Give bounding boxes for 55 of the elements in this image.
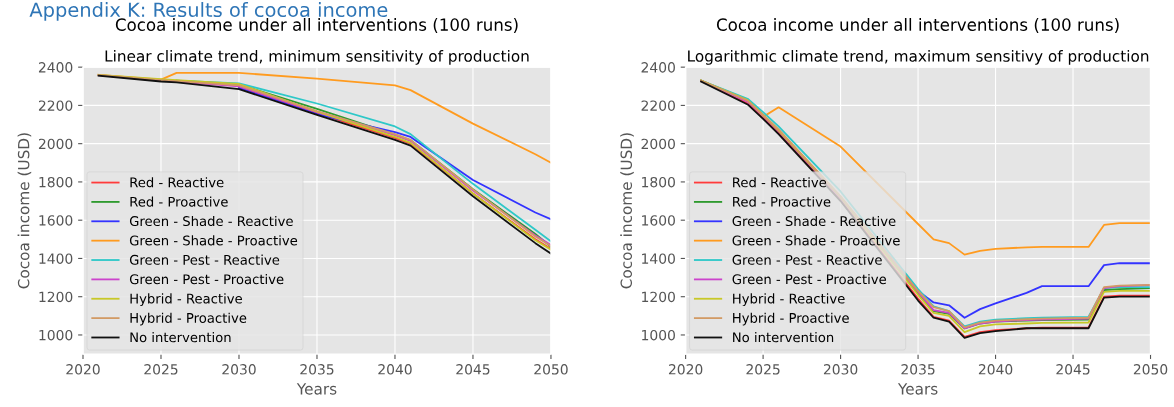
x-tick-label: 2030	[222, 364, 256, 375]
y-tick-label: 1000	[642, 329, 675, 341]
legend-label: Red - Proactive	[733, 196, 831, 207]
y-tick-label: 2200	[38, 100, 73, 111]
chart-subtitle: Linear climate trend, minimum sensitivity of production	[105, 49, 529, 65]
y-tick-label: 2000	[641, 138, 675, 150]
legend-label: Green - Shade - Proactive	[732, 235, 900, 246]
legend-label: Green - Shade - Reactive	[732, 215, 896, 227]
x-tick-label: 2045	[456, 364, 490, 375]
y-tick-label: 1800	[39, 176, 73, 188]
y-tick-label: 2400	[641, 62, 675, 73]
x-tick-label: 2020	[668, 364, 703, 375]
x-tick-label: 2045	[1056, 364, 1090, 375]
legend-label: Green - Pest - Proactive	[732, 273, 887, 285]
legend-label: Hybrid - Reactive	[733, 293, 845, 307]
legend-label: Green - Pest - Reactive	[129, 254, 280, 265]
y-tick-label: 1800	[642, 176, 675, 188]
y-tick-label: 1200	[642, 291, 675, 303]
legend-label: No intervention	[130, 332, 231, 343]
legend-label: Hybrid - Reactive	[130, 293, 242, 307]
x-tick-label: 2035	[901, 364, 935, 375]
legend-label: Hybrid - Proactive	[130, 312, 247, 326]
x-tick-label: 2050	[1133, 364, 1168, 375]
x-tick-label: 2035	[300, 364, 334, 375]
y-tick-label: 1600	[39, 215, 73, 226]
x-tick-label: 2030	[823, 364, 858, 375]
x-tick-label: 2025	[746, 364, 780, 375]
legend-label: Green - Pest - Proactive	[129, 273, 284, 285]
x-tick-label: 2050	[534, 364, 568, 375]
x-axis-title: Years	[897, 383, 938, 395]
legend-label: Hybrid - Proactive	[733, 312, 849, 326]
y-axis-title: Cocoa income (USD)	[620, 133, 634, 289]
chart-title: Cocoa income under all interventions (100 runs)	[716, 18, 1119, 33]
y-tick-label: 2200	[641, 100, 675, 111]
legend-label: Green - Shade - Proactive	[129, 235, 298, 246]
legend-label: Green - Shade - Reactive	[129, 215, 293, 227]
y-tick-label: 1400	[39, 253, 73, 264]
x-tick-label: 2025	[144, 364, 178, 375]
chart-subtitle: Logarithmic climate trend, maximum sensitivy of production	[688, 49, 1149, 65]
y-tick-label: 1600	[642, 215, 675, 226]
y-tick-label: 2000	[38, 138, 73, 150]
x-tick-label: 2040	[378, 364, 412, 375]
legend-label: Red - Reactive	[733, 177, 827, 188]
legend-label: Green - Pest - Reactive	[732, 254, 882, 265]
y-axis-title: Cocoa income (USD)	[17, 133, 32, 289]
legend-label: Red - Reactive	[130, 177, 224, 188]
x-axis-title: Years	[296, 383, 337, 395]
x-tick-label: 2040	[978, 364, 1013, 375]
legend-label: No intervention	[733, 332, 834, 343]
legend-label: Red - Proactive	[130, 196, 228, 207]
y-tick-label: 1000	[39, 329, 73, 341]
x-tick-label: 2020	[66, 364, 100, 375]
y-tick-label: 2400	[38, 62, 73, 73]
y-tick-label: 1200	[39, 291, 73, 303]
y-tick-label: 1400	[642, 253, 675, 264]
